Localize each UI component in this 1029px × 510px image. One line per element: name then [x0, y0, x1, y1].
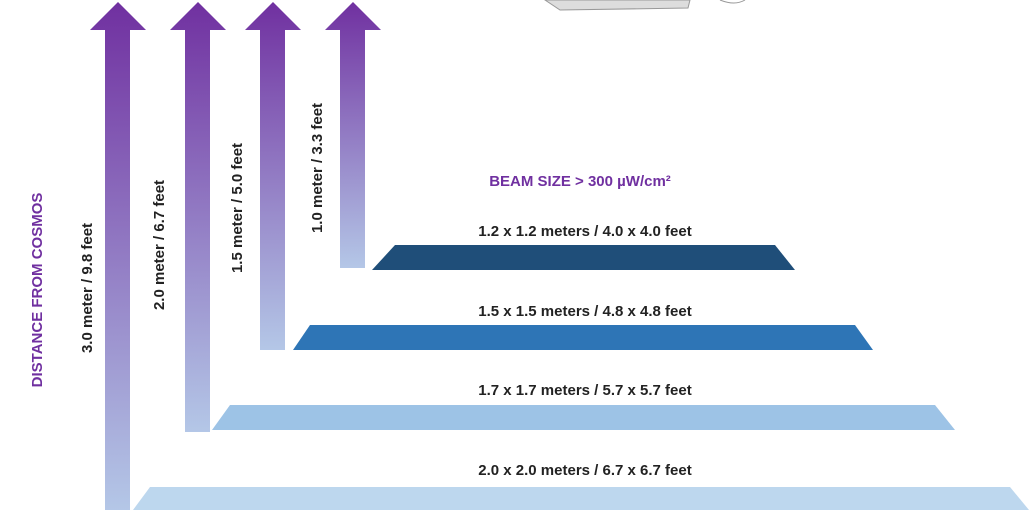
beam-title: BEAM SIZE > 300 µW/cm² — [489, 173, 671, 190]
beam — [133, 487, 1029, 510]
beam-label: 2.0 x 2.0 meters / 6.7 x 6.7 feet — [478, 462, 691, 479]
beam-label: 1.7 x 1.7 meters / 5.7 x 5.7 feet — [478, 382, 691, 399]
arrow — [245, 2, 301, 350]
beam — [212, 405, 955, 430]
beam-label: 1.5 x 1.5 meters / 4.8 x 4.8 feet — [478, 303, 691, 320]
arrow — [325, 2, 381, 268]
device-fragment — [544, 0, 746, 11]
beam — [293, 325, 873, 350]
arrow — [90, 2, 146, 510]
axis-label: DISTANCE FROM COSMOS — [29, 193, 46, 388]
distance-label: 1.5 meter / 5.0 feet — [229, 143, 246, 273]
distance-label: 1.0 meter / 3.3 feet — [309, 103, 326, 233]
beam-label: 1.2 x 1.2 meters / 4.0 x 4.0 feet — [478, 223, 691, 240]
distance-label: 3.0 meter / 9.8 feet — [79, 223, 96, 353]
arrow — [170, 2, 226, 432]
beam — [372, 245, 795, 270]
arrows — [90, 2, 381, 510]
distance-label: 2.0 meter / 6.7 feet — [151, 180, 168, 310]
